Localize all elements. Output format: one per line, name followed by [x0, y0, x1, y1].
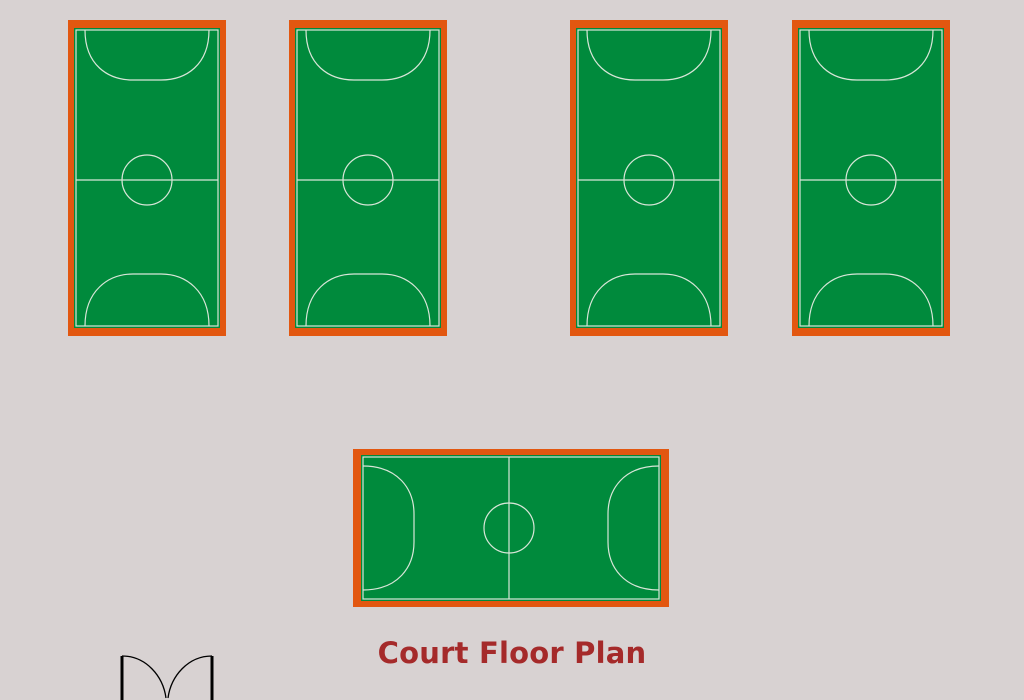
double-door-icon: [120, 655, 214, 700]
court-3-surface: [576, 28, 722, 328]
court-1: [68, 20, 226, 336]
court-5-surface: [361, 455, 661, 601]
court-4: [792, 20, 950, 336]
court-1-surface: [74, 28, 220, 328]
court-3: [570, 20, 728, 336]
court-2-surface: [295, 28, 441, 328]
page-title: Court Floor Plan: [377, 636, 647, 670]
court-2: [289, 20, 447, 336]
court-5: [353, 449, 669, 607]
court-4-surface: [798, 28, 944, 328]
